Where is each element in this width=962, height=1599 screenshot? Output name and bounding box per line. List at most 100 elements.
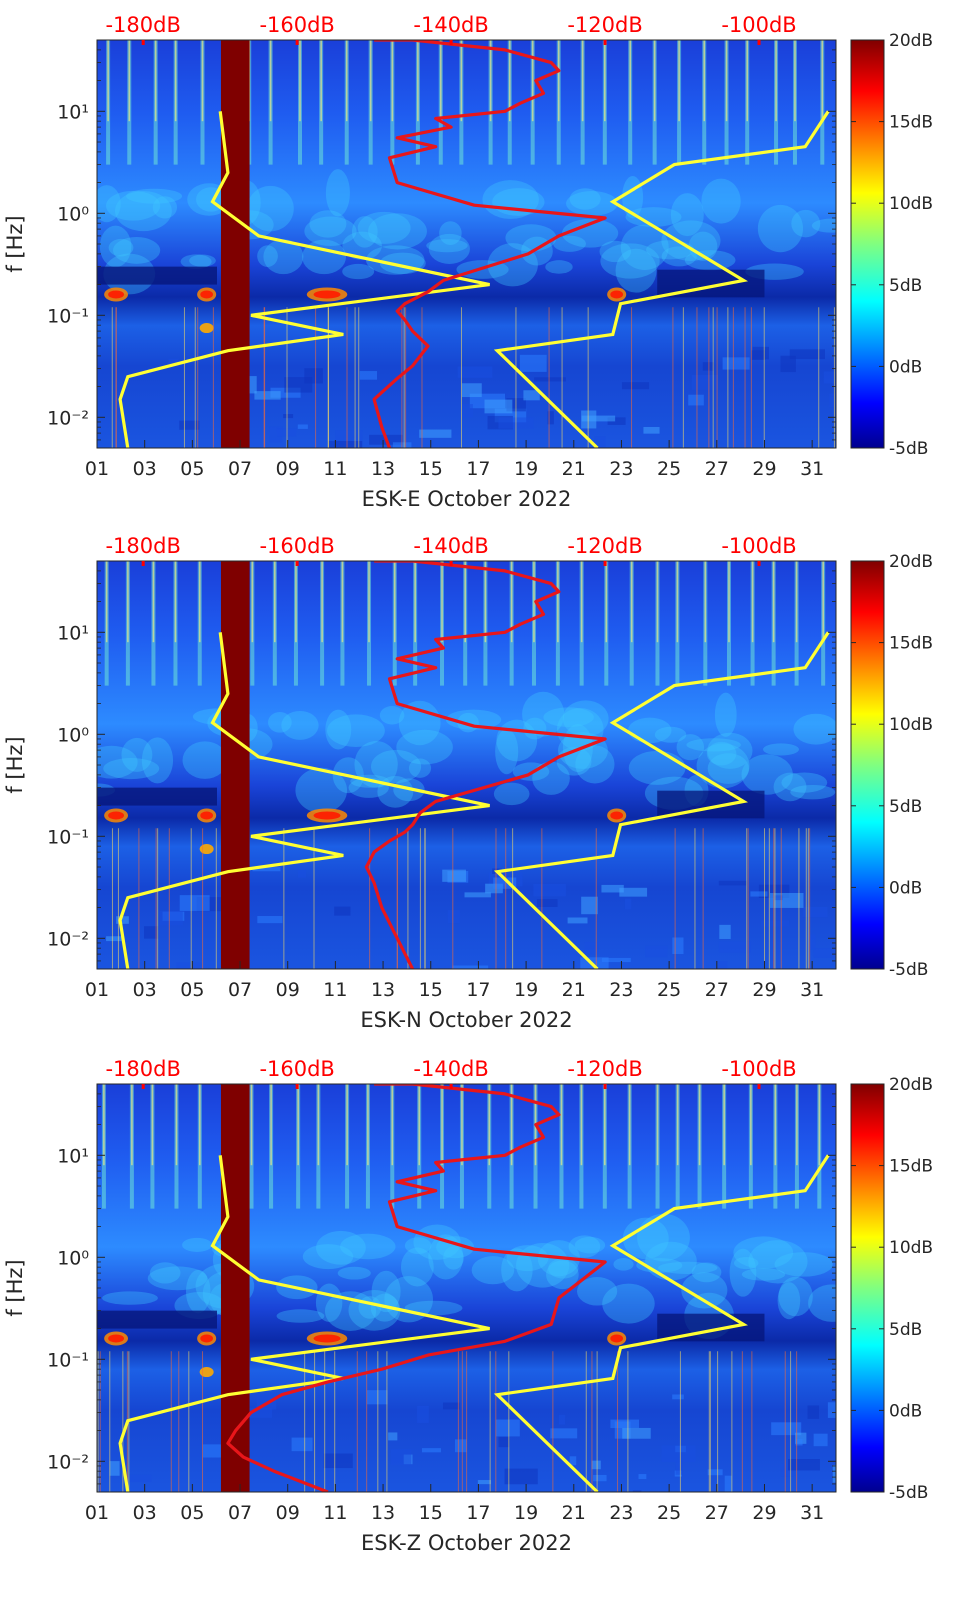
- noise-block: [774, 895, 783, 901]
- noise-block: [794, 1432, 807, 1444]
- noise-blob: [545, 260, 573, 274]
- noise-block: [619, 887, 648, 897]
- daily-streak-core: [391, 1084, 394, 1166]
- noise-blob: [654, 726, 687, 743]
- x-tick-label: 23: [609, 458, 633, 480]
- noise-blob: [276, 1309, 325, 1323]
- energy-patch-core: [313, 290, 341, 299]
- daily-streak-core: [484, 561, 487, 643]
- quiet-band: [97, 787, 217, 806]
- daily-streak-core: [269, 40, 272, 122]
- colorbar-tick-label: -5dB: [889, 1483, 928, 1503]
- noise-block: [498, 1436, 510, 1448]
- daily-streak-core: [198, 561, 201, 643]
- noise-blob: [568, 1235, 601, 1258]
- noise-block: [750, 891, 768, 897]
- noise-block: [109, 1461, 120, 1476]
- x-tick-label: 21: [562, 458, 586, 480]
- noise-block: [534, 377, 566, 382]
- noise-block: [813, 1433, 828, 1447]
- noise-block: [442, 869, 466, 882]
- colorbar-tick-label: 0dB: [889, 357, 922, 377]
- y-tick-label: 10⁻²: [47, 1451, 89, 1473]
- psd-curve: [364, 561, 607, 969]
- noise-block: [751, 350, 766, 360]
- daily-streak-core: [746, 40, 749, 122]
- noise-block: [291, 1437, 313, 1452]
- noise-blob: [342, 231, 382, 260]
- data-gap-column: [220, 561, 250, 969]
- daily-streak-core: [821, 40, 824, 122]
- noise-model-curve-high: [118, 632, 490, 969]
- top-axis-label: -100dB: [721, 534, 796, 558]
- noise-block: [835, 1471, 836, 1486]
- noise-block: [789, 349, 825, 360]
- daily-streak-core: [750, 1084, 752, 1166]
- psd-curve: [372, 40, 607, 448]
- quiet-band: [97, 266, 217, 285]
- noise-blob: [496, 719, 538, 762]
- noise-blob: [548, 1258, 579, 1279]
- data-gap-column: [220, 1084, 250, 1492]
- noise-blob: [309, 210, 347, 238]
- noise-block: [464, 892, 491, 898]
- noise-blob: [522, 691, 565, 737]
- noise-blob: [546, 1260, 579, 1290]
- daily-streak-core: [127, 561, 129, 643]
- daily-streak-core: [656, 1084, 659, 1166]
- x-tick-label: 07: [228, 979, 252, 1001]
- noise-blob: [443, 1246, 464, 1270]
- daily-streak-core: [414, 561, 416, 643]
- x-tick-label: 17: [466, 979, 490, 1001]
- x-tick-label: 29: [752, 979, 776, 1001]
- x-tick-label: 15: [419, 1502, 443, 1524]
- noise-block: [688, 394, 704, 406]
- x-tick-label: 03: [133, 979, 157, 1001]
- noise-blob: [741, 754, 793, 795]
- daily-streak-core: [439, 40, 442, 122]
- daily-streak-core: [154, 40, 157, 122]
- daily-streak-core: [152, 561, 155, 643]
- noise-block: [581, 896, 598, 915]
- x-tick-label: 21: [562, 1502, 586, 1524]
- y-axis-label: f [Hz]: [3, 736, 27, 793]
- daily-streak-core: [678, 40, 680, 122]
- noise-blob: [561, 218, 619, 248]
- noise-block: [823, 371, 836, 384]
- noise-block: [536, 899, 558, 907]
- noise-blob: [733, 1236, 794, 1269]
- noise-block: [771, 1422, 802, 1436]
- noise-blob: [357, 211, 411, 244]
- noise-block: [718, 880, 747, 886]
- noise-blob: [126, 188, 183, 204]
- noise-block: [484, 399, 513, 414]
- noise-blob: [281, 710, 319, 740]
- x-tick-label: 31: [800, 458, 824, 480]
- noise-block: [567, 917, 588, 924]
- x-tick-label: 31: [800, 979, 824, 1001]
- daily-streak-core: [251, 561, 254, 643]
- top-axis-label: -180dB: [105, 534, 180, 558]
- noise-block: [123, 1474, 152, 1482]
- noise-blob: [778, 1276, 813, 1317]
- daily-streak-core: [345, 40, 348, 122]
- noise-blob: [141, 737, 174, 784]
- energy-patch-core: [610, 1334, 624, 1343]
- daily-streak-core: [417, 40, 419, 122]
- noise-blob: [701, 178, 741, 224]
- noise-blob: [688, 231, 718, 261]
- x-tick-label: 13: [371, 979, 395, 1001]
- noise-block: [787, 1459, 820, 1471]
- y-tick-label: 10⁻¹: [47, 826, 89, 848]
- daily-streak-core: [464, 561, 467, 643]
- top-axis-label: -120dB: [567, 534, 642, 558]
- daily-streak-core: [174, 561, 177, 643]
- noise-block: [202, 1444, 226, 1458]
- noise-blob: [316, 1230, 366, 1265]
- daily-streak-core: [461, 1084, 463, 1166]
- y-axis-label: f [Hz]: [3, 1259, 27, 1316]
- y-tick-label: 10¹: [57, 101, 89, 123]
- noise-block: [116, 916, 129, 924]
- daily-streak-core: [653, 40, 656, 122]
- daily-streak-core: [698, 1084, 701, 1166]
